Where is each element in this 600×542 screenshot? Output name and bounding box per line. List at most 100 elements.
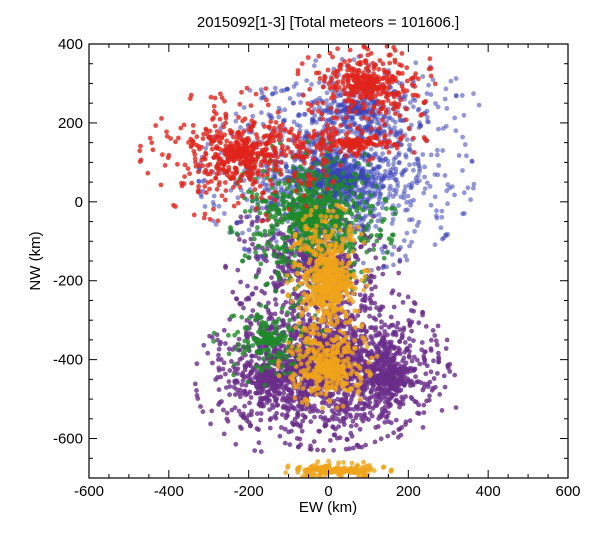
- scatter-point: [234, 296, 239, 301]
- scatter-point: [248, 358, 254, 364]
- scatter-point: [435, 172, 441, 178]
- scatter-point: [391, 392, 396, 398]
- scatter-point: [386, 324, 392, 330]
- scatter-point: [391, 363, 397, 369]
- scatter-point: [471, 185, 476, 191]
- scatter-point: [227, 368, 233, 373]
- scatter-point: [338, 398, 344, 404]
- scatter-point: [396, 292, 402, 297]
- scatter-point: [271, 393, 276, 399]
- scatter-point: [396, 366, 402, 372]
- scatter-point: [386, 391, 391, 397]
- scatter-point: [416, 219, 422, 225]
- scatter-point: [313, 58, 319, 63]
- scatter-point: [396, 270, 402, 276]
- scatter-point: [298, 424, 303, 430]
- scatter-point: [226, 379, 232, 384]
- scatter-point: [310, 118, 316, 124]
- scatter-point: [267, 392, 273, 397]
- scatter-point: [244, 331, 249, 337]
- scatter-point: [328, 153, 334, 158]
- scatter-point: [235, 267, 241, 273]
- scatter-point: [329, 393, 335, 398]
- scatter-point: [399, 331, 405, 337]
- scatter-point: [388, 183, 393, 189]
- scatter-point: [238, 214, 244, 220]
- scatter-point: [462, 142, 468, 147]
- scatter-point: [293, 332, 299, 338]
- scatter-point: [432, 194, 438, 200]
- scatter-point: [356, 166, 362, 172]
- scatter-point: [344, 436, 350, 442]
- scatter-point: [402, 363, 407, 369]
- scatter-point: [341, 408, 347, 414]
- scatter-point: [431, 376, 437, 381]
- scatter-point: [397, 338, 403, 344]
- scatter-point: [245, 391, 251, 397]
- scatter-point: [301, 112, 307, 117]
- scatter-point: [436, 163, 442, 168]
- scatter-point: [408, 100, 413, 105]
- scatter-point: [273, 302, 279, 307]
- scatter-point: [320, 409, 325, 415]
- scatter-point: [420, 425, 426, 430]
- scatter-point: [249, 353, 255, 359]
- scatter-point: [298, 100, 303, 105]
- scatter-point: [377, 395, 382, 400]
- scatter-point: [289, 404, 295, 409]
- scatter-point: [371, 242, 377, 248]
- scatter-point: [417, 169, 422, 174]
- scatter-point: [326, 403, 332, 409]
- scatter-point: [374, 391, 379, 397]
- scatter-point: [382, 361, 387, 366]
- scatter-point: [391, 187, 396, 193]
- scatter-point: [241, 305, 246, 311]
- scatter-point: [376, 188, 381, 194]
- scatter-point: [391, 344, 396, 350]
- scatter-point: [386, 404, 392, 409]
- scatter-point: [342, 165, 348, 171]
- scatter-point: [262, 290, 267, 296]
- scatter-point: [315, 447, 320, 453]
- scatter-point: [330, 414, 335, 420]
- scatter-point: [384, 413, 390, 419]
- scatter-point: [436, 350, 441, 356]
- scatter-point: [284, 412, 290, 418]
- scatter-point: [381, 183, 387, 189]
- scatter-point: [312, 414, 317, 420]
- scatter-point: [298, 337, 304, 343]
- scatter-point: [253, 285, 259, 291]
- scatter-point: [230, 289, 236, 295]
- scatter-point: [436, 126, 441, 132]
- scatter-point: [422, 349, 427, 355]
- scatter-point: [323, 337, 328, 343]
- scatter-point: [393, 155, 399, 160]
- scatter-point: [417, 361, 423, 367]
- scatter-point: [367, 306, 373, 311]
- scatter-point: [404, 137, 410, 143]
- scatter-point: [291, 100, 297, 106]
- scatter-point: [407, 162, 412, 168]
- scatter-point: [271, 234, 277, 240]
- scatter-point: [227, 392, 233, 398]
- scatter-point: [287, 96, 293, 101]
- scatter-point: [297, 436, 303, 442]
- scatter-point: [366, 121, 371, 126]
- scatter-point: [421, 385, 427, 390]
- scatter-point: [285, 359, 290, 364]
- scatter-point: [436, 359, 441, 365]
- scatter-point: [321, 447, 326, 453]
- scatter-point: [372, 213, 378, 219]
- scatter-point: [411, 338, 416, 343]
- scatter-point: [359, 346, 365, 352]
- scatter-point: [426, 397, 432, 403]
- scatter-point: [343, 157, 349, 163]
- scatter-point: [225, 418, 231, 424]
- scatter-point: [242, 375, 248, 380]
- scatter-point: [270, 370, 276, 376]
- scatter-point: [412, 399, 418, 404]
- scatter-point: [232, 366, 238, 372]
- scatter-point: [249, 408, 255, 414]
- scatter-point: [439, 408, 445, 413]
- scatter-point: [401, 370, 407, 376]
